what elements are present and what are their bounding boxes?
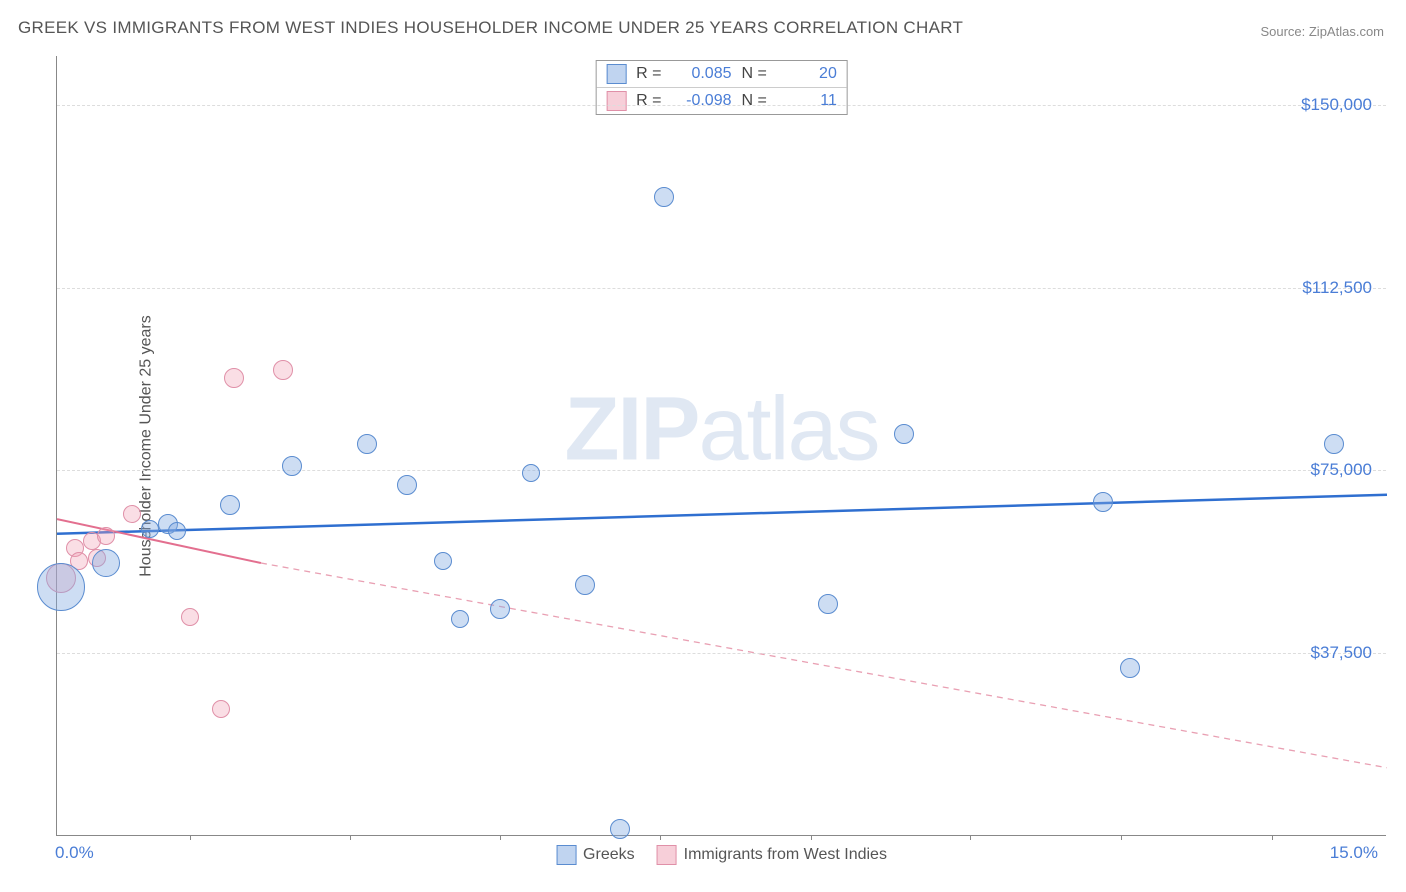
data-point [522, 464, 540, 482]
x-tick-mark [811, 835, 812, 840]
data-point [37, 563, 85, 611]
data-point [894, 424, 914, 444]
y-tick-label: $150,000 [1301, 95, 1372, 115]
watermark: ZIPatlas [564, 378, 878, 481]
data-point [168, 522, 186, 540]
legend-item-westindies: Immigrants from West Indies [657, 845, 887, 865]
swatch-blue-icon [606, 64, 626, 84]
legend-label: Greeks [583, 846, 635, 864]
gridline [57, 288, 1386, 289]
x-tick-mark [1121, 835, 1122, 840]
data-point [818, 594, 838, 614]
chart-title: GREEK VS IMMIGRANTS FROM WEST INDIES HOU… [18, 18, 963, 38]
stats-row-greeks: R = 0.085 N = 20 [596, 61, 847, 87]
r-value: 0.085 [672, 65, 732, 83]
x-tick-mark [500, 835, 501, 840]
trend-blue [57, 495, 1387, 534]
stats-legend-box: R = 0.085 N = 20 R = -0.098 N = 11 [595, 60, 848, 115]
y-tick-label: $75,000 [1311, 460, 1372, 480]
swatch-blue-icon [556, 845, 576, 865]
data-point [1120, 658, 1140, 678]
data-point [123, 505, 141, 523]
data-point [397, 475, 417, 495]
watermark-rest: atlas [698, 379, 878, 479]
gridline [57, 653, 1386, 654]
legend-label: Immigrants from West Indies [684, 846, 887, 864]
x-min-label: 0.0% [55, 843, 94, 863]
r-value: -0.098 [672, 92, 732, 110]
data-point [1324, 434, 1344, 454]
x-tick-mark [1272, 835, 1273, 840]
x-tick-mark [190, 835, 191, 840]
data-point [92, 549, 120, 577]
data-point [220, 495, 240, 515]
swatch-pink-icon [606, 91, 626, 111]
x-tick-mark [970, 835, 971, 840]
gridline [57, 470, 1386, 471]
n-value: 20 [777, 65, 837, 83]
stats-row-westindies: R = -0.098 N = 11 [596, 87, 847, 114]
data-point [490, 599, 510, 619]
data-point [1093, 492, 1113, 512]
data-point [434, 552, 452, 570]
data-point [181, 608, 199, 626]
source-attribution: Source: ZipAtlas.com [1260, 24, 1384, 39]
data-point [273, 360, 293, 380]
swatch-pink-icon [657, 845, 677, 865]
watermark-bold: ZIP [564, 379, 698, 479]
trendlines-svg [57, 56, 1387, 836]
data-point [224, 368, 244, 388]
y-tick-label: $37,500 [1311, 643, 1372, 663]
bottom-legend: Greeks Immigrants from West Indies [556, 845, 887, 865]
n-label: N = [742, 92, 767, 110]
data-point [451, 610, 469, 628]
data-point [575, 575, 595, 595]
x-tick-mark [350, 835, 351, 840]
x-max-label: 15.0% [1330, 843, 1378, 863]
y-tick-label: $112,500 [1302, 278, 1372, 298]
legend-item-greeks: Greeks [556, 845, 635, 865]
data-point [654, 187, 674, 207]
data-point [357, 434, 377, 454]
x-tick-mark [660, 835, 661, 840]
data-point [610, 819, 630, 839]
data-point [282, 456, 302, 476]
n-value: 11 [777, 92, 837, 110]
data-point [141, 520, 159, 538]
plot-area: ZIPatlas R = 0.085 N = 20 R = -0.098 N =… [56, 56, 1386, 836]
trend-pink-dash [261, 563, 1387, 768]
n-label: N = [742, 65, 767, 83]
gridline [57, 105, 1386, 106]
r-label: R = [636, 65, 661, 83]
data-point [97, 527, 115, 545]
r-label: R = [636, 92, 661, 110]
data-point [212, 700, 230, 718]
